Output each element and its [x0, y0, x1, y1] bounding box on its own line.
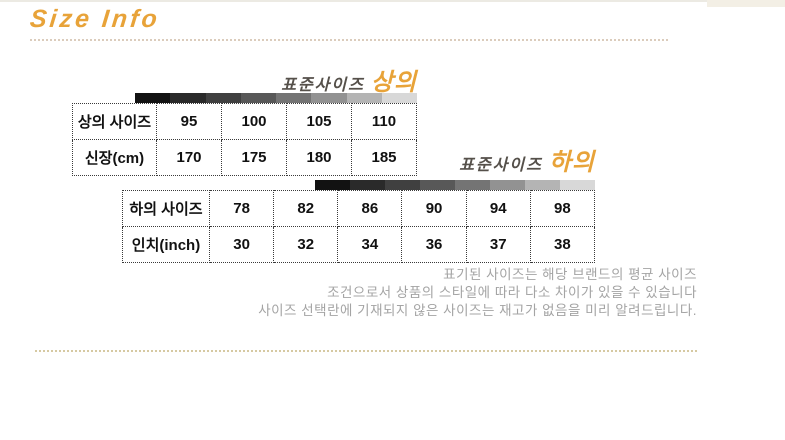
gradient-step [455, 180, 490, 190]
disclaimer-line: 표기된 사이즈는 해당 브랜드의 평균 사이즈 [443, 267, 697, 282]
gradient-bar-bottoms [315, 180, 595, 190]
section-header-tops-label: 상의 [370, 69, 417, 96]
row-label: 상의 사이즈 [72, 103, 157, 140]
gradient-step [381, 93, 417, 103]
table-cell: 94 [465, 190, 531, 227]
gradient-step [240, 93, 276, 103]
gradient-step [350, 180, 385, 190]
size-table-tops: 상의 사이즈 95 100 105 110 신장(cm) 170 175 180… [72, 103, 417, 176]
top-right-decoration [707, 0, 785, 7]
section-header-standard-size-label: 표준사이즈 [459, 157, 543, 174]
size-table-bottoms: 하의 사이즈 78 82 86 90 94 98 인치(inch) 30 32 … [122, 190, 596, 263]
gradient-step [205, 93, 241, 103]
gradient-step [170, 93, 206, 103]
table-cell: 32 [273, 226, 339, 263]
section-header-standard-size-label: 표준사이즈 [281, 77, 365, 94]
disclaimer-line: 조건으로서 상품의 스타일에 따라 다소 차이가 있을 수 있습니다 [327, 285, 697, 300]
row-label: 하의 사이즈 [122, 190, 210, 227]
table-cell: 30 [208, 226, 275, 263]
table-cell: 185 [351, 139, 417, 176]
gradient-bar-tops [135, 93, 417, 103]
table-cell: 86 [337, 190, 403, 227]
table-cell: 37 [465, 226, 531, 263]
gradient-step [385, 180, 420, 190]
section-header-bottoms-label: 하의 [548, 149, 595, 176]
table-cell: 98 [529, 190, 596, 227]
table-cell: 78 [208, 190, 275, 227]
table-row: 인치(inch) 30 32 34 36 37 38 [122, 226, 596, 263]
gradient-step [525, 180, 560, 190]
row-label: 인치(inch) [122, 226, 210, 263]
bottom-divider-dots [35, 350, 697, 352]
table-cell: 180 [286, 139, 352, 176]
table-cell: 38 [529, 226, 596, 263]
section-header-bottoms: 표준사이즈 하의 [459, 142, 595, 177]
gradient-step [276, 93, 312, 103]
table-cell: 90 [401, 190, 467, 227]
table-cell: 95 [156, 103, 222, 140]
row-label: 신장(cm) [72, 139, 157, 176]
table-cell: 110 [351, 103, 417, 140]
table-cell: 105 [286, 103, 352, 140]
gradient-step [420, 180, 455, 190]
page-title: Size Info [28, 5, 162, 33]
table-row: 신장(cm) 170 175 180 185 [72, 139, 417, 176]
title-underline-dots [30, 39, 668, 41]
gradient-step [490, 180, 525, 190]
table-cell: 82 [273, 190, 339, 227]
gradient-step [560, 180, 595, 190]
table-row: 상의 사이즈 95 100 105 110 [72, 103, 417, 140]
gradient-step [135, 93, 171, 103]
table-cell: 170 [156, 139, 222, 176]
gradient-step [315, 180, 350, 190]
table-cell: 100 [221, 103, 287, 140]
section-header-tops: 표준사이즈 상의 [281, 62, 417, 97]
table-cell: 36 [401, 226, 467, 263]
disclaimer-line: 사이즈 선택란에 기재되지 않은 사이즈는 재고가 없음을 미리 알려드립니다. [258, 303, 697, 318]
table-row: 하의 사이즈 78 82 86 90 94 98 [122, 190, 596, 227]
table-cell: 175 [221, 139, 287, 176]
top-edge-divider [0, 0, 785, 2]
table-cell: 34 [337, 226, 403, 263]
size-disclaimer: 표기된 사이즈는 해당 브랜드의 평균 사이즈 조건으로서 상품의 스타일에 따… [258, 266, 697, 320]
gradient-step [346, 93, 382, 103]
gradient-step [311, 93, 347, 103]
